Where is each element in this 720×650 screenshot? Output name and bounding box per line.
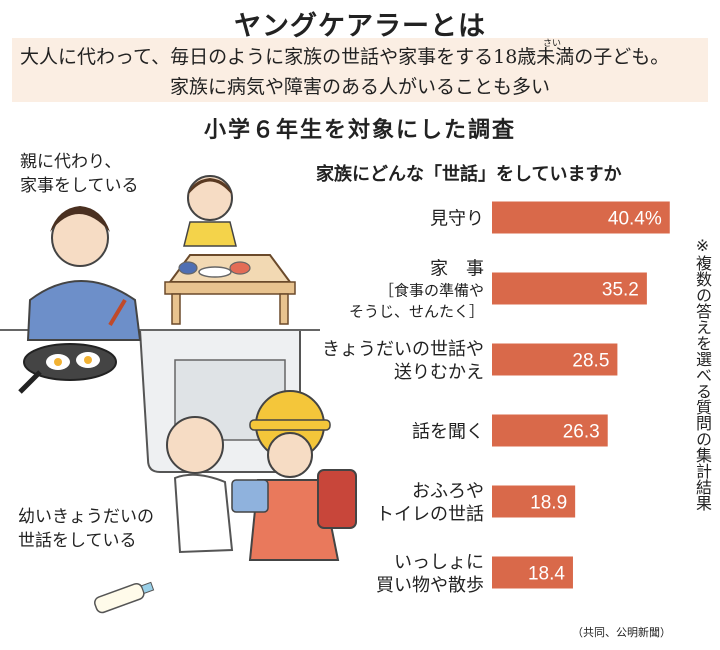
- chart-title: 家族にどんな「世話」をしていますか: [316, 164, 622, 185]
- bar-value-label: 28.5: [572, 351, 609, 372]
- bar: [492, 272, 647, 305]
- bar: [492, 343, 618, 376]
- caption-bottom: 幼いきょうだいの 世話をしている: [18, 507, 154, 551]
- category-label: おふろや: [412, 481, 484, 502]
- category-label: 見守り: [430, 209, 484, 230]
- ruby-annotation: さい: [543, 39, 562, 49]
- bar: [492, 201, 670, 234]
- category-label: そうじ、せんたく］: [334, 303, 484, 321]
- bar-value-label: 40.4%: [608, 209, 662, 230]
- footnote: ※複数の答えを選べる質問の集計結果: [693, 236, 712, 511]
- bar-value-label: 18.9: [530, 493, 567, 514]
- survey-title: 小学６年生を対象にした調査: [203, 118, 516, 143]
- definition-box: [12, 38, 708, 102]
- bar-value-label: 35.2: [602, 280, 639, 301]
- page-title: ヤングケアラーとは: [234, 11, 486, 42]
- caption-top: 親に代わり、 家事をしている: [20, 152, 139, 196]
- category-label: 家 事: [430, 259, 484, 280]
- school-bag-icon: [317, 469, 357, 529]
- definition-line-2: 家族に病気や障害のある人がいることも多い: [169, 76, 550, 98]
- category-label: 送りむかえ: [394, 362, 484, 383]
- category-label: トイレの世話: [376, 504, 484, 525]
- bar-value-label: 26.3: [563, 422, 600, 443]
- child-face-icon: [187, 175, 233, 221]
- category-label: 買い物や散歩: [376, 575, 484, 596]
- category-label: いっしょに: [394, 552, 484, 573]
- definition-line-1: 大人に代わって、毎日のように家族の世話や家事をする18歳未満の子ども。: [20, 46, 670, 68]
- category-label: ［食事の準備や: [379, 282, 484, 300]
- baby-icon: [166, 416, 224, 474]
- credit: （共同、公明新聞）: [572, 626, 671, 639]
- bar-value-label: 18.4: [528, 564, 565, 585]
- bar: [492, 556, 573, 589]
- category-label: きょうだいの世話や: [322, 339, 484, 360]
- category-label: 話を聞く: [412, 422, 484, 443]
- bar: [492, 414, 608, 447]
- bar: [492, 485, 576, 518]
- bottle-icon: [94, 581, 155, 614]
